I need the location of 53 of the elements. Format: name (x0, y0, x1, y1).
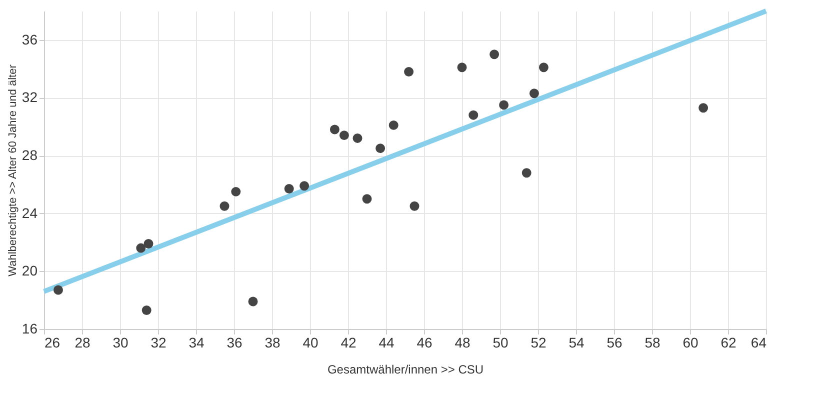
point (376, 144, 386, 154)
point (499, 100, 509, 110)
point (142, 305, 152, 315)
point (284, 184, 294, 194)
y-tick-label: 36 (22, 31, 38, 48)
point (457, 62, 467, 72)
x-tick-label: 38 (264, 334, 280, 350)
x-tick-label: 56 (606, 334, 622, 350)
x-tick-label: 40 (302, 334, 318, 350)
point (388, 120, 398, 130)
x-tick-label: 42 (340, 334, 356, 350)
x-tick-label: 26 (44, 334, 60, 350)
x-tick-label: 44 (378, 334, 394, 350)
y-tick-label: 28 (22, 147, 38, 164)
x-tick-label: 52 (530, 334, 546, 350)
x-tick-label: 36 (226, 334, 242, 350)
point (248, 296, 258, 306)
x-tick-label: 62 (720, 334, 736, 350)
point (490, 50, 500, 60)
x-tick-label: 34 (188, 334, 204, 350)
y-tick-label: 32 (22, 89, 38, 106)
y-tick-label: 20 (22, 262, 38, 279)
point (538, 62, 548, 72)
x-tick-label: 58 (644, 334, 660, 350)
point (300, 181, 310, 191)
point (522, 168, 532, 178)
point (339, 130, 349, 140)
point (529, 88, 539, 98)
point (330, 124, 340, 134)
point (231, 186, 241, 196)
point (410, 201, 420, 211)
point (362, 194, 372, 204)
point (404, 66, 414, 76)
x-tick-label: 30 (112, 334, 128, 350)
y-tick-label: 16 (22, 320, 38, 336)
x-tick-label: 54 (568, 334, 584, 350)
point (698, 103, 708, 113)
point (352, 133, 362, 143)
y-tick-label: 24 (22, 204, 38, 221)
x-tick-label: 48 (454, 334, 470, 350)
point (54, 285, 63, 295)
x-tick-label: 46 (416, 334, 432, 350)
point (468, 110, 478, 120)
x-tick-label: 50 (492, 334, 508, 350)
y-axis-title: Wahlberechtigte >> Alter 60 Jahre und älter (6, 64, 19, 276)
x-tick-label: 64 (750, 334, 767, 350)
x-tick-label: 32 (150, 334, 166, 350)
x-tick-label: 28 (74, 334, 90, 350)
point (144, 238, 154, 248)
point (136, 243, 146, 253)
x-tick-label: 60 (682, 334, 698, 350)
x-axis-title: Gesamtwähler/innen >> CSU (327, 362, 484, 376)
point (220, 201, 230, 211)
